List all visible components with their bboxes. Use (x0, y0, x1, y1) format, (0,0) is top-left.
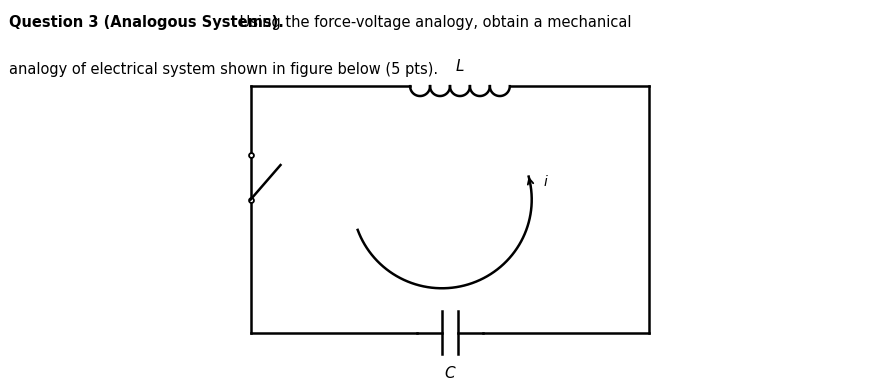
Text: Using the force-voltage analogy, obtain a mechanical: Using the force-voltage analogy, obtain … (235, 15, 632, 30)
Text: L: L (455, 59, 464, 74)
Text: Question 3 (Analogous Systems).: Question 3 (Analogous Systems). (9, 15, 284, 30)
Text: analogy of electrical system shown in figure below (5 pts).: analogy of electrical system shown in fi… (9, 62, 438, 77)
Text: C: C (445, 366, 455, 381)
Text: i: i (544, 174, 548, 188)
